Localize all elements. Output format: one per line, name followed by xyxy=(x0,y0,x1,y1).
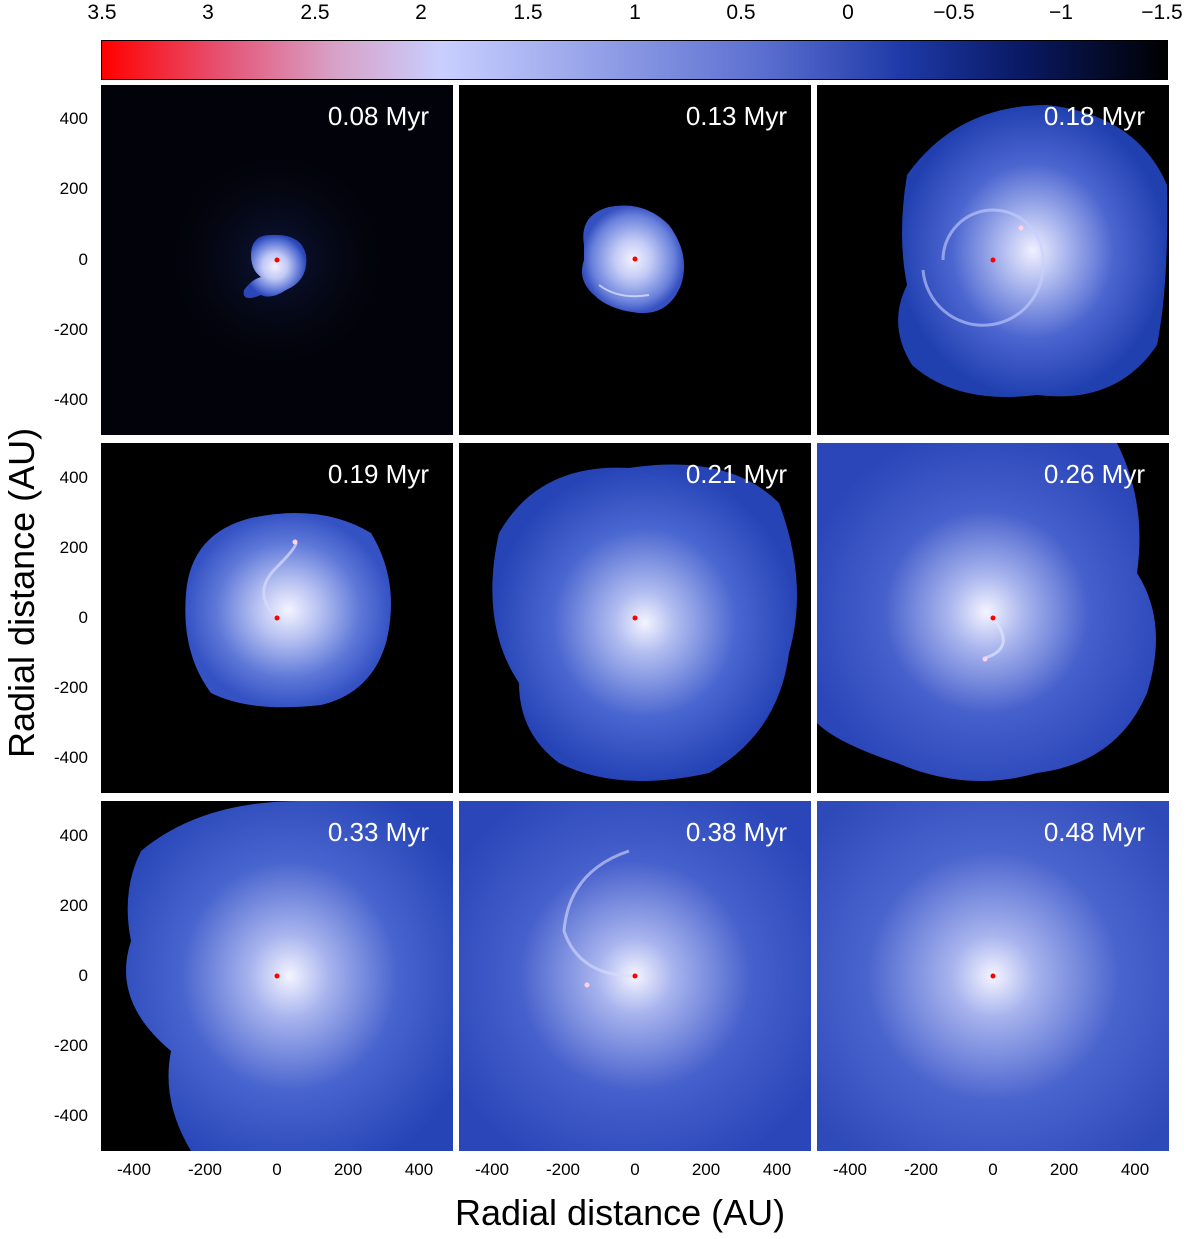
y-tick-label: -400 xyxy=(53,1106,88,1125)
colorbar-label: 1 xyxy=(629,1,641,24)
x-tick-label: 0 xyxy=(272,1160,282,1179)
y-tick-label: 200 xyxy=(59,538,88,557)
colorbar-label: 1.5 xyxy=(513,1,543,24)
snapshot-panel: 0.33 Myr xyxy=(101,801,453,1151)
x-tick-label: 400 xyxy=(404,1160,434,1179)
x-tick-label: -400 xyxy=(832,1160,868,1179)
time-label: 0.21 Myr xyxy=(685,459,787,489)
x-tick-label: 0 xyxy=(630,1160,640,1179)
time-label: 0.08 Myr xyxy=(327,101,429,131)
y-tick-label: 400 xyxy=(59,468,88,487)
y-tick-label: 0 xyxy=(78,966,88,985)
time-label: 0.38 Myr xyxy=(685,817,787,847)
x-tick-label: -200 xyxy=(903,1160,939,1179)
snapshot-panel: 0.48 Myr xyxy=(817,801,1169,1151)
x-tick-label: 200 xyxy=(333,1160,363,1179)
colorbar-label: 0.5 xyxy=(726,1,756,24)
colorbar-label: 0 xyxy=(842,1,854,24)
x-tick-label: 200 xyxy=(1049,1160,1079,1179)
snapshot-panel: 0.26 Myr xyxy=(817,443,1169,793)
colorbar xyxy=(101,40,1168,80)
time-label: 0.26 Myr xyxy=(1043,459,1145,489)
y-tick-label: 400 xyxy=(59,826,88,845)
y-tick-label: -200 xyxy=(53,678,88,697)
x-tick-label: 400 xyxy=(1120,1160,1150,1179)
x-axis-title: Radial distance (AU) xyxy=(455,1192,786,1233)
x-tick-label: 200 xyxy=(691,1160,721,1179)
colorbar-label: 3 xyxy=(202,1,214,24)
snapshot-panel: 0.19 Myr xyxy=(101,443,453,793)
y-tick-label: -400 xyxy=(53,390,88,409)
colorbar-label: 2 xyxy=(415,1,427,24)
disk-image xyxy=(817,801,1169,1151)
y-tick-label: 400 xyxy=(59,109,88,128)
x-tick-label: 400 xyxy=(762,1160,792,1179)
x-tick-label: 0 xyxy=(988,1160,998,1179)
snapshot-panel: 0.08 Myr xyxy=(101,85,453,435)
time-label: 0.48 Myr xyxy=(1043,817,1145,847)
snapshot-panel: 0.38 Myr xyxy=(459,801,811,1151)
y-tick-label: -200 xyxy=(53,1036,88,1055)
time-label: 0.18 Myr xyxy=(1043,101,1145,131)
x-tick-label: -200 xyxy=(187,1160,223,1179)
disk-image xyxy=(817,85,1169,435)
time-label: 0.13 Myr xyxy=(685,101,787,131)
colorbar-label: −0.5 xyxy=(933,1,975,24)
colorbar-label: −1 xyxy=(1049,1,1073,24)
y-tick-label: 200 xyxy=(59,896,88,915)
disk-image xyxy=(459,85,811,435)
disk-image xyxy=(459,443,811,793)
y-tick-label: -400 xyxy=(53,748,88,767)
disk-image xyxy=(101,443,453,793)
snapshot-panel: 0.13 Myr xyxy=(459,85,811,435)
y-axis-title: Radial distance (AU) xyxy=(1,427,42,758)
disk-image xyxy=(101,85,453,435)
colorbar-label: −1.5 xyxy=(1141,1,1183,24)
x-tick-label: -400 xyxy=(116,1160,152,1179)
time-label: 0.33 Myr xyxy=(327,817,429,847)
y-tick-label: 200 xyxy=(59,179,88,198)
x-tick-label: -200 xyxy=(545,1160,581,1179)
x-tick-label: -400 xyxy=(474,1160,510,1179)
snapshot-panel: 0.21 Myr xyxy=(459,443,811,793)
colorbar-label: 3.5 xyxy=(87,1,117,24)
disk-image xyxy=(459,801,811,1151)
disk-image xyxy=(817,443,1169,793)
y-tick-label: 0 xyxy=(78,608,88,627)
colorbar-label: 2.5 xyxy=(300,1,330,24)
disk-image xyxy=(101,801,453,1151)
y-tick-label: -200 xyxy=(53,320,88,339)
time-label: 0.19 Myr xyxy=(327,459,429,489)
snapshot-panel: 0.18 Myr xyxy=(817,85,1169,435)
y-tick-label: 0 xyxy=(78,250,88,269)
